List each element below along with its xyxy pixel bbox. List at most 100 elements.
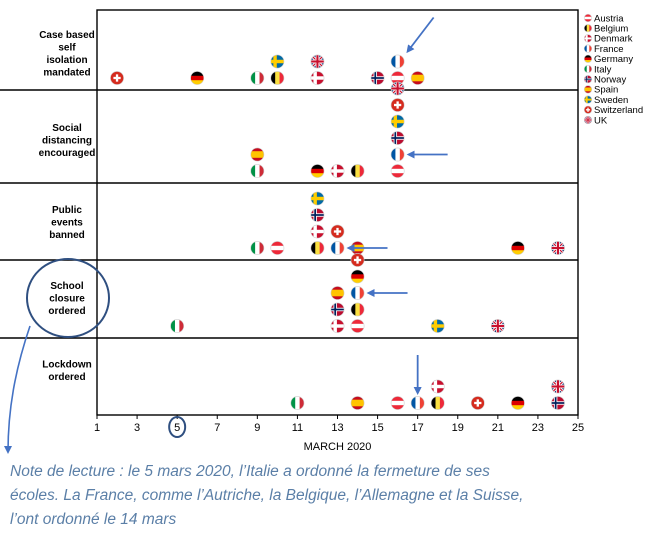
x-tick-label: 9: [254, 422, 260, 434]
marker-uk-icon: [551, 379, 565, 394]
row-label-line: Lockdown: [42, 359, 91, 370]
marker-switzerland-icon: [110, 71, 124, 85]
row-label-line: ordered: [48, 306, 85, 317]
annotation-arrows: [346, 16, 448, 395]
flag-austria-icon: [583, 13, 593, 23]
legend-entry-label: Switzerland: [594, 105, 643, 116]
flag-france-icon: [583, 44, 593, 53]
legend-entry-label: France: [594, 44, 624, 55]
row-label-line: encouraged: [39, 148, 96, 159]
marker-norway-icon: [390, 131, 405, 145]
marker-france-icon: [330, 241, 345, 255]
marker-belgium-icon: [310, 241, 325, 255]
marker-italy-icon: [250, 241, 265, 255]
x-tick-label: 11: [292, 422, 303, 434]
marker-france-icon: [390, 54, 405, 69]
marker-spain-icon: [250, 147, 265, 162]
legend-entry-label: UK: [594, 115, 608, 126]
marker-sweden-icon: [390, 114, 405, 129]
marker-sweden-icon: [430, 319, 445, 333]
marker-switzerland-icon: [390, 98, 405, 112]
marker-austria-icon: [350, 319, 365, 333]
marker-belgium-icon: [350, 302, 365, 317]
x-tick-label: 21: [492, 422, 504, 434]
marker-spain-icon: [350, 396, 365, 410]
marker-italy-icon: [170, 319, 185, 333]
x-tick-label: 15: [371, 422, 383, 434]
flag-switzerland-icon: [583, 105, 593, 114]
marker-uk-icon: [490, 319, 505, 333]
marker-spain-icon: [330, 286, 345, 300]
marker-denmark-icon: [330, 164, 345, 178]
marker-switzerland-icon: [470, 396, 485, 410]
marker-norway-icon: [310, 208, 325, 222]
marker-switzerland-icon: [330, 224, 345, 239]
row-label-line: Case based: [39, 30, 95, 41]
legend-entry-label: Spain: [594, 85, 618, 96]
x-tick-label: 3: [134, 422, 140, 434]
row-label-line: School: [50, 281, 84, 292]
row-label-line: isolation: [46, 55, 87, 66]
marker-belgium-icon: [350, 164, 365, 178]
marker-germany-icon: [350, 269, 365, 284]
marker-france-icon: [390, 147, 405, 162]
caption-line: écoles. La France, comme l’Autriche, la …: [10, 487, 524, 504]
marker-italy-icon: [250, 71, 265, 85]
marker-italy-icon: [290, 396, 305, 410]
plot-border: [96, 9, 579, 416]
marker-spain-icon: [410, 71, 425, 85]
row-label-line: closure: [49, 294, 85, 305]
caption-line: l’ont ordonné le 14 mars: [10, 511, 177, 528]
school-label-highlight: [26, 258, 110, 338]
x-tick-label: 17: [412, 422, 424, 434]
marker-austria-icon: [390, 164, 405, 178]
flag-italy-icon: [583, 64, 593, 74]
tick-highlight: [168, 416, 187, 438]
reading-note-caption: Note de lecture : le 5 mars 2020, l’Ital…: [10, 460, 650, 532]
legend-entry-label: Belgium: [594, 24, 628, 35]
marker-norway-icon: [551, 396, 565, 410]
marker-norway-icon: [330, 302, 345, 317]
marker-germany-icon: [190, 71, 205, 85]
marker-denmark-icon: [310, 71, 325, 85]
marker-uk-icon: [310, 54, 325, 69]
marker-belgium-icon: [270, 71, 285, 85]
marker-denmark-icon: [330, 319, 345, 333]
marker-switzerland-icon: [350, 253, 365, 267]
marker-austria-icon: [270, 241, 285, 255]
legend-entry-label: Denmark: [594, 34, 633, 45]
legend-entry-label: Sweden: [594, 95, 628, 106]
marker-denmark-icon: [430, 379, 445, 394]
x-tick-label: 19: [452, 422, 464, 434]
row-label-line: events: [51, 218, 83, 229]
caption-line: Note de lecture : le 5 mars 2020, l’Ital…: [10, 463, 490, 480]
row-label-line: Public: [52, 205, 82, 216]
row-label-line: ordered: [48, 372, 85, 383]
flag-germany-icon: [583, 54, 593, 63]
marker-uk-icon: [390, 81, 405, 96]
legend: AustriaBelgiumDenmarkFranceGermanyItalyN…: [583, 13, 643, 126]
flag-uk-icon: [583, 115, 593, 125]
x-tick-label: 5: [174, 422, 180, 434]
row-label-line: banned: [49, 230, 85, 241]
marker-germany-icon: [510, 396, 525, 410]
marker-france-icon: [410, 396, 425, 410]
x-tick-label: 13: [331, 422, 343, 434]
row-label-line: Social: [52, 123, 82, 134]
caption-connector-arrow: [4, 325, 31, 454]
x-tick-label: 1: [94, 422, 100, 434]
x-tick-label: 25: [572, 422, 584, 434]
marker-italy-icon: [250, 164, 265, 178]
flag-norway-icon: [583, 75, 593, 84]
flag-spain-icon: [583, 85, 593, 94]
flag-belgium-icon: [583, 24, 593, 33]
marker-germany-icon: [510, 241, 525, 255]
x-tick-label: 23: [532, 422, 544, 434]
flag-sweden-icon: [583, 95, 593, 104]
marker-france-icon: [350, 286, 365, 300]
row-label-line: self: [58, 42, 76, 53]
marker-germany-icon: [310, 164, 325, 178]
